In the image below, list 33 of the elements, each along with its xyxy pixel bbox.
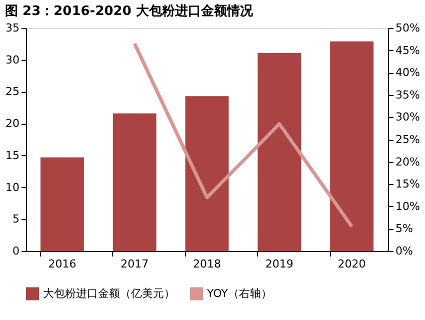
x-tick-label: 2018 [193, 258, 221, 270]
y-tick-label: 30 [6, 53, 20, 66]
x-tick-label: 2017 [120, 258, 149, 270]
bar [40, 157, 84, 251]
legend-label: YOY（右轴） [206, 286, 272, 300]
bar [330, 41, 374, 251]
y-tick-label: 5 [12, 212, 20, 226]
x-tick-label: 2020 [338, 258, 366, 270]
x-tick-label: 2016 [48, 258, 76, 270]
legend-label: 大包粉进口金额（亿美元） [43, 286, 175, 300]
y2-tick-label: 35% [396, 88, 420, 102]
y2-tick-label: 40% [396, 66, 420, 80]
y-tick-label: 0 [12, 244, 20, 258]
line-series [132, 42, 354, 228]
y-tick-label: 20 [6, 117, 20, 130]
bar [258, 52, 302, 251]
chart-title: 图 23：2016-2020 大包粉进口金额情况 [5, 3, 254, 19]
y2-tick-label: 50% [396, 22, 420, 34]
y2-tick-label: 0% [396, 244, 413, 258]
y2-tick-label: 10% [396, 200, 420, 213]
x-tick-label: 2019 [265, 258, 294, 270]
y2-tick-label: 45% [396, 44, 420, 57]
y2-tick-label: 15% [396, 178, 420, 191]
bar [112, 113, 156, 251]
y2-tick-label: 25% [396, 133, 420, 146]
y-tick-label: 10 [6, 180, 20, 194]
bar [185, 96, 229, 251]
y2-tick-label: 5% [396, 222, 413, 236]
y-tick-label: 15 [6, 148, 20, 162]
y-tick-label: 35 [6, 22, 20, 34]
y2-tick-label: 30% [396, 110, 420, 124]
y-tick-label: 25 [6, 85, 20, 98]
y2-tick-label: 20% [396, 155, 420, 168]
